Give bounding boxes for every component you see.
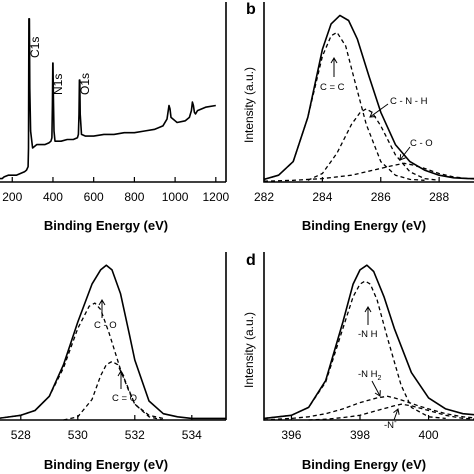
fit-component-line-2 <box>63 360 164 421</box>
x-tick-label: 398 <box>350 428 370 442</box>
peak-label-n1s: N1s <box>51 74 65 95</box>
annotation-arrow <box>371 380 381 397</box>
annotation-nh: -N H <box>358 329 378 340</box>
panel-b-x-axis-label: Binding Energy (eV) <box>302 218 426 233</box>
x-tick-label: 396 <box>281 428 301 442</box>
panel-d-y-axis-label: Intensity (a.u.) <box>242 312 256 388</box>
panel-d-x-axis-label: Binding Energy (eV) <box>302 457 426 472</box>
annotation-arrow <box>369 103 389 118</box>
annotation-c-n-h: C - N - H <box>390 96 428 107</box>
annotation-c-eq-c: C = C <box>320 82 345 93</box>
panel-b-plot: 282 284 286 288 <box>254 2 474 204</box>
fit-component-line-3 <box>308 403 474 421</box>
fit-component-line-2 <box>263 395 474 421</box>
x-tick-label: 600 <box>84 190 104 204</box>
axes-frame <box>0 2 227 183</box>
panel-d: d Intensity (a.u.) 396 398 400 -N H -N H2 … <box>242 252 474 472</box>
annotation-n-base: -N <box>384 420 394 431</box>
peak-label-o1s: O1s <box>78 73 92 95</box>
annotation-nh2-base: -N H <box>358 369 378 380</box>
x-tick-label: 284 <box>312 190 332 204</box>
x-tick-label: 200 <box>2 190 22 204</box>
x-tick-label: 400 <box>419 428 439 442</box>
annotation-arrow <box>98 299 106 318</box>
annotation-nh2-sub: 2 <box>378 375 382 382</box>
x-tick-label: 1200 <box>202 190 229 204</box>
panel-b-y-axis-label: Intensity (a.u.) <box>242 67 256 143</box>
x-tick-label: 400 <box>43 190 63 204</box>
x-tick-label: 800 <box>124 190 144 204</box>
spectrum-line-0 <box>0 18 216 180</box>
x-tick-label: 286 <box>371 190 391 204</box>
axes-frame <box>0 252 227 421</box>
annotation-n-sup: - <box>394 417 397 426</box>
fit-component-line-1 <box>263 280 446 420</box>
panel-c: 528 530 532 534 C - O C = O Binding Energy … <box>0 252 227 472</box>
panel-a: 200 400 600 800 1000 1200 C1s N1s O1s Binding… <box>0 2 229 233</box>
x-tick-label: 288 <box>429 190 449 204</box>
annotation-c-eq-o: C = O <box>112 393 137 404</box>
annotation-n-minus: -N- <box>384 417 397 431</box>
x-tick-label: 530 <box>68 428 88 442</box>
x-tick-label: 282 <box>254 190 274 204</box>
annotation-arrow <box>364 306 372 325</box>
x-tick-label: 532 <box>125 428 145 442</box>
panel-a-x-axis-label: Binding Energy (eV) <box>44 218 168 233</box>
fit-component-line-3 <box>263 162 474 182</box>
peak-label-c1s: C1s <box>28 37 42 58</box>
annotation-c-o: C - O <box>410 138 433 149</box>
annotation-arrow <box>330 57 338 77</box>
spectrum-line-0 <box>0 264 226 420</box>
spectrum-line-0 <box>263 264 474 420</box>
panel-b-label: b <box>246 1 256 18</box>
annotation-arrow <box>393 408 400 421</box>
x-tick-label: 528 <box>11 428 31 442</box>
annotation-arrow <box>399 146 411 161</box>
annotation-nh2: -N H2 <box>358 369 382 382</box>
panel-c-plot: 528 530 532 534 <box>0 252 227 442</box>
panel-d-label: d <box>246 252 256 269</box>
x-tick-label: 1000 <box>162 190 189 204</box>
fit-component-line-1 <box>263 31 425 181</box>
panel-d-plot: 396 398 400 <box>263 252 474 442</box>
annotation-c-o-c: C - O <box>94 320 117 331</box>
panel-c-x-axis-label: Binding Energy (eV) <box>44 457 168 472</box>
fit-component-line-1 <box>0 302 164 420</box>
annotation-arrow <box>117 370 125 389</box>
fit-component-line-2 <box>307 108 440 181</box>
panel-a-plot: 200 400 600 800 1000 1200 <box>0 2 229 204</box>
panel-b: b Intensity (a.u.) 282 284 286 288 C = C C … <box>242 1 474 233</box>
x-tick-label: 534 <box>182 428 202 442</box>
